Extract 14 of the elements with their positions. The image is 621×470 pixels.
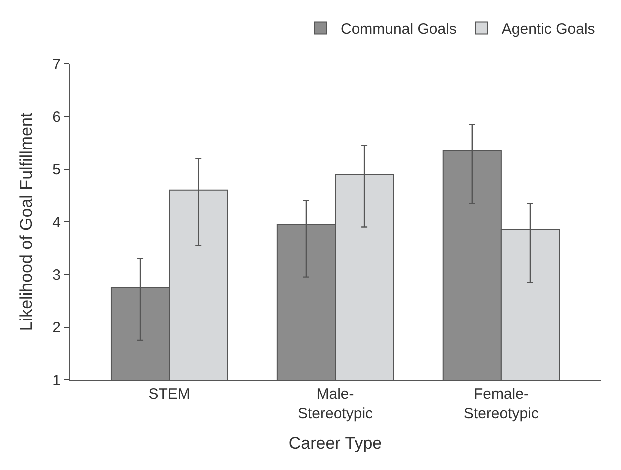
x-tick-label: STEM [148,386,190,403]
legend-label: Communal Goals [341,21,457,38]
y-axis-title: Likelihood of Goal Fulfillment [17,112,36,332]
legend-label: Agentic Goals [502,21,596,38]
y-tick-label: 5 [52,162,61,179]
y-tick-label: 4 [52,214,61,232]
y-tick-label: 7 [52,56,61,74]
x-tick-label: Female- Stereotypic [464,386,540,422]
y-tick-label: 3 [52,266,61,284]
y-tick-label: 2 [52,320,61,337]
x-tick-label: Male- Stereotypic [298,386,374,422]
x-axis-title: Career Type [288,434,382,453]
y-tick-label: 6 [52,108,61,126]
y-tick-label: 1 [52,372,61,390]
